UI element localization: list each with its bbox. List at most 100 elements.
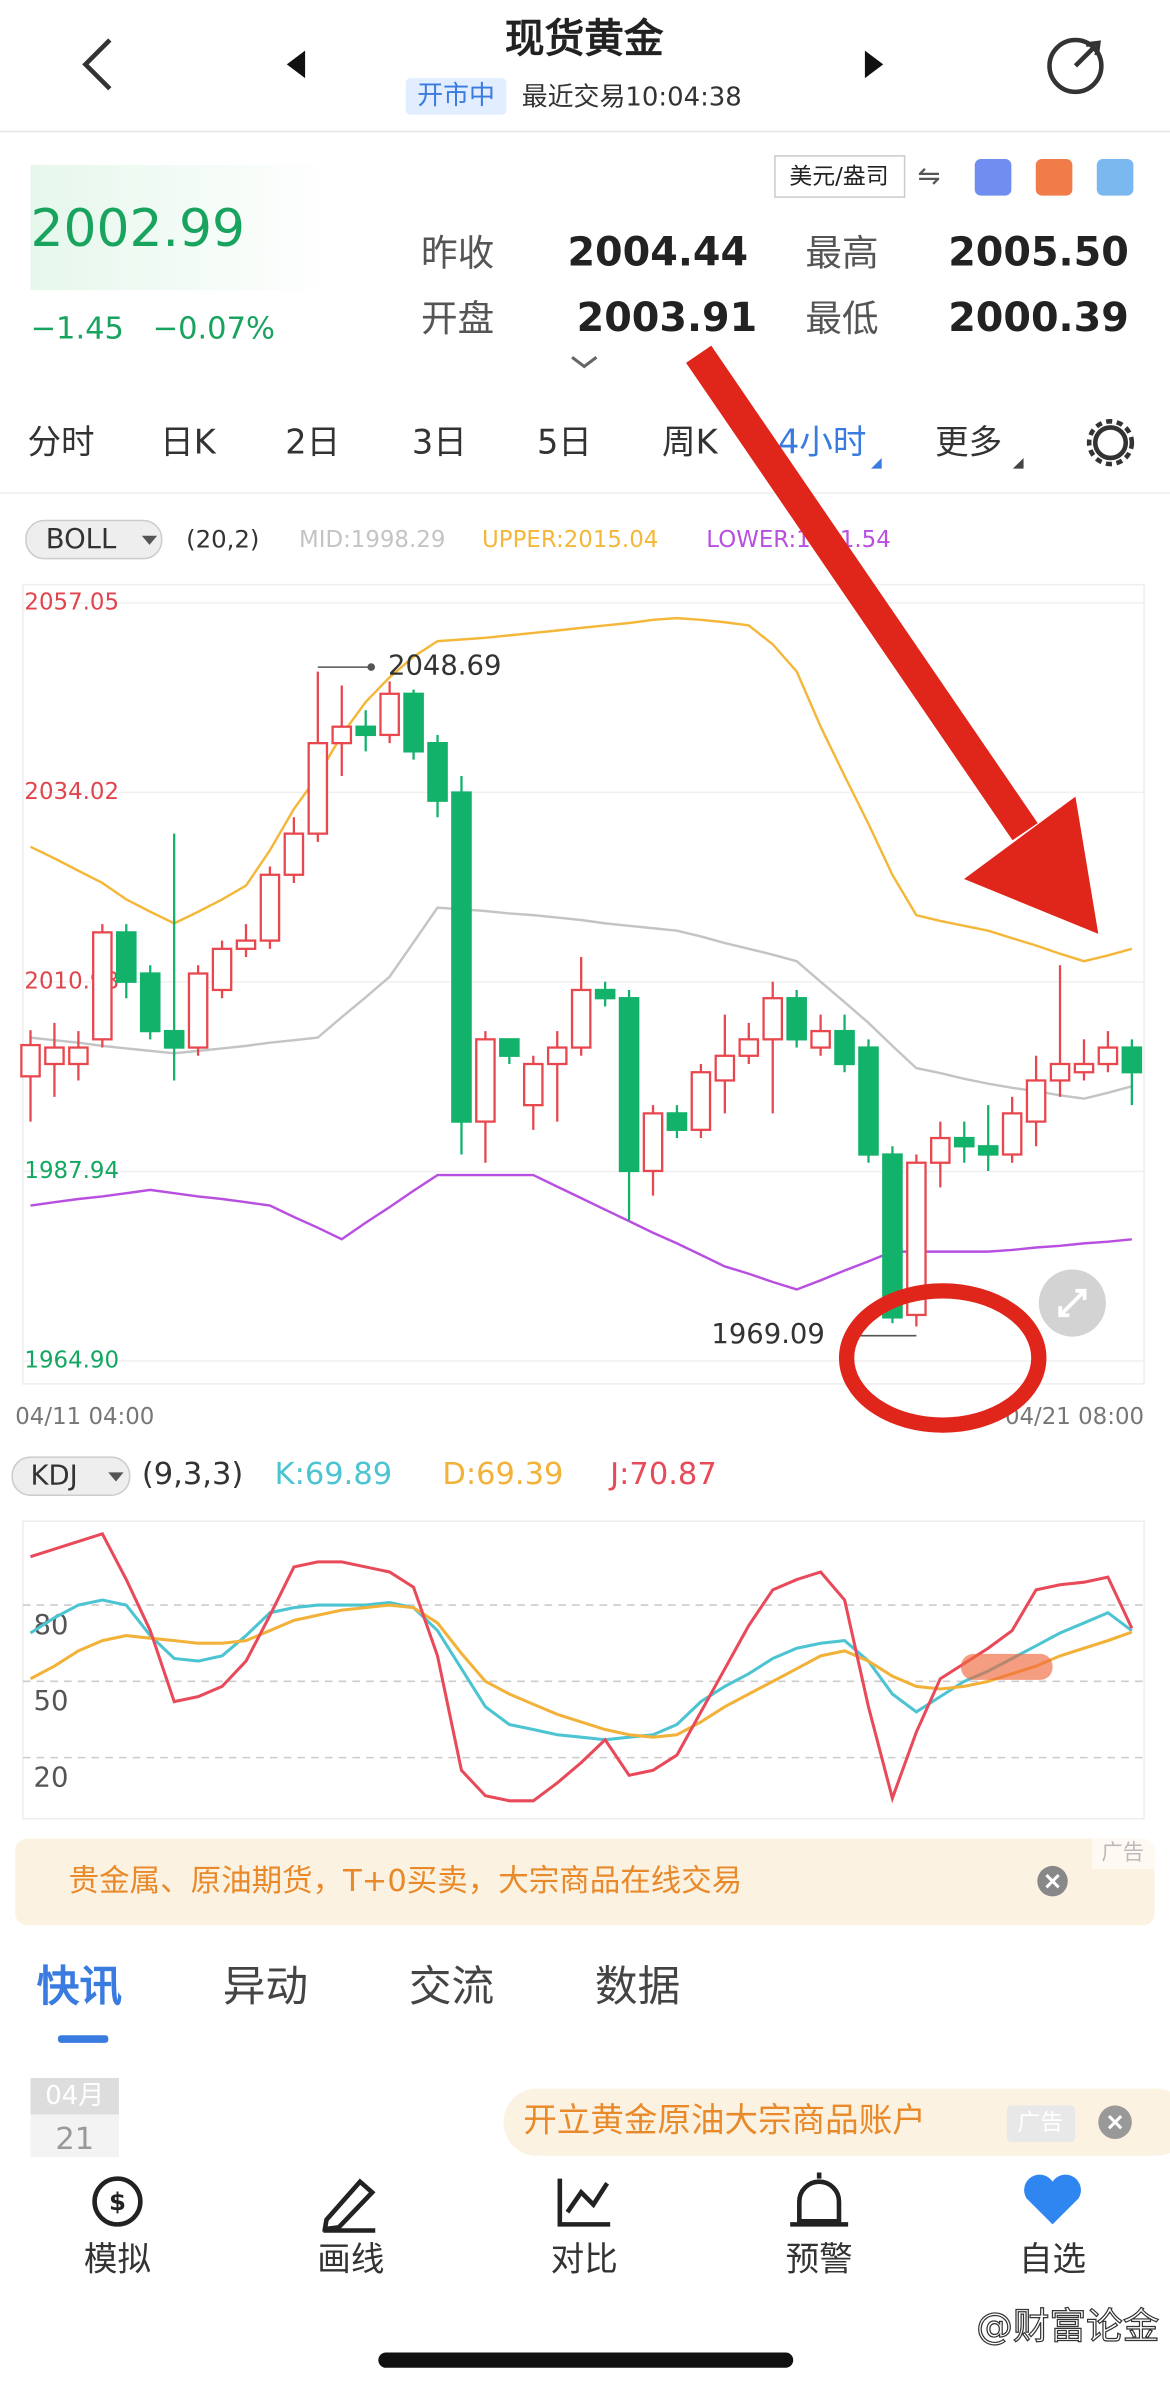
highlight-smear	[961, 1653, 1053, 1680]
arrow-head	[964, 796, 1099, 934]
y-tick-label: 1964.90	[24, 1348, 119, 1374]
candle-body	[810, 1029, 831, 1049]
stat-value: 2005.50	[948, 230, 1129, 276]
arrow-shaft	[686, 345, 1038, 841]
low-label: 1969.09	[711, 1319, 824, 1350]
tool-icon[interactable]	[1035, 158, 1073, 196]
period-tab[interactable]: 更多	[935, 423, 1002, 462]
period-tab[interactable]: 周K	[662, 423, 719, 462]
stat-label: 最高	[805, 232, 878, 275]
period-tab[interactable]: 分时	[27, 423, 94, 462]
indicator-pill[interactable]	[25, 519, 163, 560]
period-tab[interactable]: 4小时	[778, 423, 866, 462]
dropdown-arrow	[141, 535, 158, 545]
candle-body	[953, 1136, 975, 1148]
next-button[interactable]	[864, 50, 884, 79]
candle-body	[283, 832, 305, 876]
nav-icon	[557, 2178, 611, 2227]
candle-body	[690, 1071, 712, 1131]
candle-body	[738, 1038, 760, 1057]
y-tick-label: 2057.05	[24, 589, 119, 615]
legend-label: J:70.87	[608, 1457, 717, 1492]
unit: 美元/盎司	[789, 164, 888, 190]
candle-body	[570, 988, 592, 1049]
ad-text: 贵金属、原油期货，T+0买卖，大宗商品在线交易	[69, 1864, 743, 1899]
candle-chart: 2057.052034.022010.981987.941964.9004/11…	[15, 527, 1144, 1430]
nav-items: 模拟 画线 对比 预警 自选	[84, 2240, 1086, 2279]
nav-label[interactable]: 预警	[786, 2240, 853, 2279]
refresh-button[interactable]	[1047, 37, 1104, 95]
legend-label: UPPER:2015.04	[482, 527, 658, 553]
candle-body	[1121, 1046, 1143, 1074]
period-tabs: 分时 日K 2日 3日 5日 周K 4小时 更多	[27, 423, 1024, 469]
candle-body	[786, 997, 807, 1041]
candle-body	[714, 1054, 736, 1082]
unit-box[interactable]	[774, 155, 906, 198]
high-label: 2048.69	[388, 651, 501, 682]
period-tab[interactable]: 日K	[160, 423, 217, 462]
nav-icon	[790, 2172, 849, 2227]
candle-body	[1049, 1062, 1071, 1082]
candle-body	[235, 939, 257, 950]
date-month: 04月	[45, 2081, 104, 2111]
indicator-pill[interactable]	[11, 1456, 131, 1497]
expand-chevron[interactable]	[571, 356, 598, 369]
ad-pill[interactable]	[503, 2088, 1170, 2156]
tool-icon[interactable]	[974, 158, 1012, 196]
news-tab[interactable]: 数据	[595, 1962, 680, 2012]
ad-banner[interactable]	[15, 1838, 1155, 1926]
back-button[interactable]	[82, 38, 112, 91]
boll-line	[30, 906, 1133, 1100]
nav-label[interactable]: 模拟	[84, 2240, 151, 2279]
candle-body	[331, 725, 353, 745]
price: 2002.99	[31, 199, 245, 259]
refresh-arrow	[1073, 40, 1101, 68]
date-month-bg	[30, 2077, 119, 2115]
prev-button[interactable]	[286, 50, 306, 79]
nav-label[interactable]: 画线	[317, 2240, 384, 2279]
candle-body	[68, 1046, 89, 1066]
refresh-ring	[1047, 37, 1104, 95]
tool-icon[interactable]	[1096, 158, 1134, 196]
dropdown-arrow	[108, 1472, 124, 1482]
period-tab[interactable]: 5日	[537, 423, 592, 462]
candle-body	[20, 1043, 41, 1078]
candle-body	[977, 1145, 999, 1156]
watermark: @财富论金	[976, 2305, 1159, 2348]
candle-body	[115, 931, 137, 983]
kdj-line	[29, 1598, 1133, 1742]
candle-body	[379, 692, 400, 737]
news-tab[interactable]: 快讯	[37, 1962, 123, 2012]
fullscreen-icon	[1058, 1288, 1087, 1318]
status-badge	[405, 78, 507, 115]
stat-label: 昨收	[421, 232, 494, 275]
candle-body	[1025, 1079, 1047, 1123]
candle-body	[44, 1046, 65, 1066]
period-tab[interactable]: 3日	[412, 423, 467, 462]
nav-icon: $	[109, 2187, 126, 2216]
nav-label[interactable]: 对比	[551, 2240, 618, 2279]
switch-icon[interactable]: ⇋	[917, 161, 940, 192]
change-pct: −0.07%	[153, 311, 275, 346]
candle-body	[858, 1046, 879, 1156]
ad-text: 开立黄金原油大宗商品账户	[523, 2101, 926, 2140]
nav-label[interactable]: 自选	[1019, 2240, 1086, 2279]
high-dot	[367, 663, 376, 671]
settings-button[interactable]	[1086, 419, 1135, 467]
candle-body	[834, 1029, 855, 1066]
news-tabs: 快讯 异动 交流 数据	[37, 1962, 681, 2012]
period-tab[interactable]: 2日	[285, 423, 340, 462]
y-tick-label: 20	[34, 1762, 69, 1793]
date-day: 21	[55, 2122, 94, 2157]
ad-tag-bg	[1092, 1838, 1155, 1869]
legend-label: MID:1998.29	[299, 527, 445, 553]
news-tab[interactable]: 交流	[409, 1962, 494, 2012]
candle-body	[307, 742, 329, 835]
news-tab[interactable]: 异动	[223, 1962, 308, 2012]
candle-body	[259, 873, 281, 942]
dropdown-corner	[1012, 457, 1024, 469]
candle-body	[475, 1038, 496, 1123]
